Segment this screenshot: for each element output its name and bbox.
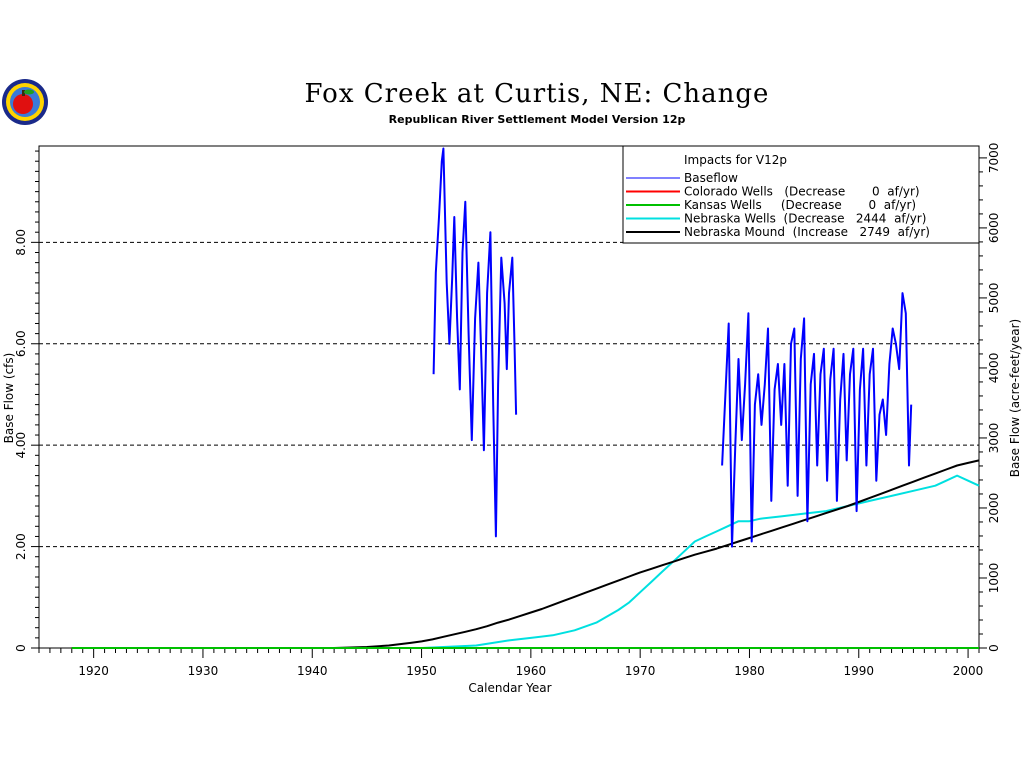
grid <box>39 241 979 548</box>
x-tick-label: 1960 <box>516 664 547 678</box>
chart-subtitle: Republican River Settlement Model Versio… <box>389 113 686 126</box>
y2-tick-label: 4000 <box>987 353 1001 384</box>
legend-entry: Nebraska Mound (Increase 2749 af/yr) <box>684 225 930 239</box>
y2-tick-label: 7000 <box>987 143 1001 174</box>
x-axis: 1920 1930 1940 1950 1960 1970 1980 1990 2000 <box>38 648 984 678</box>
y-tick-label: 8.00 <box>14 229 28 256</box>
y-tick-label: 0 <box>14 644 28 652</box>
x-tick-label: 1950 <box>406 664 437 678</box>
legend-entry: Kansas Wells (Decrease 0 af/yr) <box>684 198 916 212</box>
y-axis-right: 0 1000 2000 3000 4000 5000 6000 7000 <box>979 143 1001 652</box>
x-tick-label: 1920 <box>78 664 109 678</box>
y2-tick-label: 3000 <box>987 423 1001 454</box>
y-tick-label: 6.00 <box>14 330 28 357</box>
legend-title: Impacts for V12p <box>684 153 787 167</box>
series-line-baseflow <box>432 147 913 548</box>
x-axis-label: Calendar Year <box>468 681 551 695</box>
y-tick-label: 2.00 <box>14 533 28 560</box>
y2-tick-label: 6000 <box>987 213 1001 244</box>
series-line-nebraska-mound <box>71 459 980 649</box>
logo-icon <box>2 79 48 125</box>
x-tick-label: 1990 <box>843 664 874 678</box>
y2-tick-label: 5000 <box>987 283 1001 314</box>
series-line-nebraska-wells <box>71 474 980 649</box>
y-axis-right-label: Base Flow (acre-feet/year) <box>1008 319 1022 477</box>
x-tick-label: 1930 <box>188 664 219 678</box>
legend-entry: Nebraska Wells (Decrease 2444 af/yr) <box>684 212 926 226</box>
x-tick-label: 2000 <box>953 664 984 678</box>
y2-tick-label: 0 <box>987 644 1001 652</box>
y2-tick-label: 2000 <box>987 493 1001 524</box>
y-axis-label: Base Flow (cfs) <box>2 353 16 444</box>
y-axis-left: 0 2.00 4.00 6.00 8.00 <box>14 150 39 652</box>
chart-title: Fox Creek at Curtis, NE: Change <box>305 79 770 109</box>
legend-entry: Colorado Wells (Decrease 0 af/yr) <box>684 185 920 199</box>
x-tick-label: 1970 <box>625 664 656 678</box>
y-tick-label: 4.00 <box>14 432 28 459</box>
y2-tick-label: 1000 <box>987 563 1001 594</box>
x-tick-label: 1980 <box>734 664 765 678</box>
x-tick-label: 1940 <box>297 664 328 678</box>
series-group <box>71 147 980 649</box>
legend-entry: Baseflow <box>684 171 738 185</box>
legend-box <box>622 145 980 244</box>
